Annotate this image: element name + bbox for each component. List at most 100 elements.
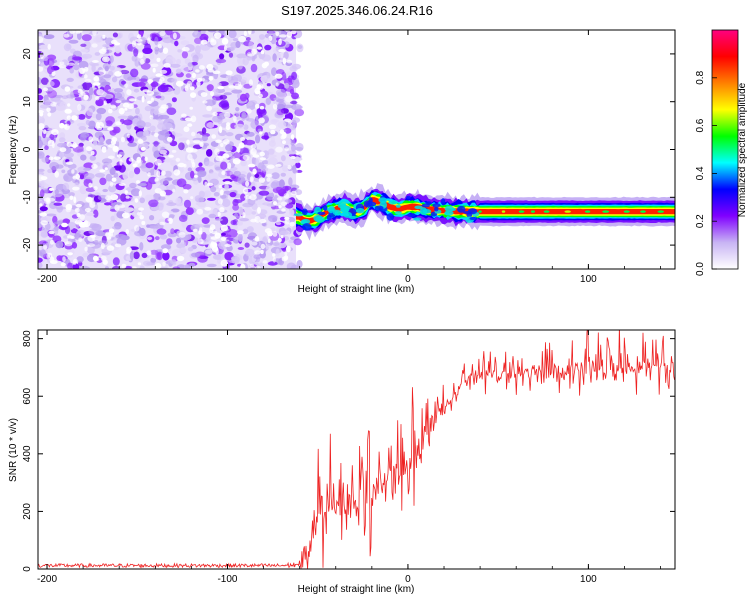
noise-gap — [275, 146, 283, 153]
noise-gap — [259, 151, 266, 157]
noise-speckle — [210, 186, 217, 193]
noise-gap — [137, 52, 144, 59]
noise-gap — [280, 201, 288, 207]
noise-gap — [283, 193, 290, 199]
noise-speckle — [267, 261, 278, 266]
noise-speckle — [156, 228, 167, 235]
noise-speckle — [97, 194, 108, 201]
noise-speckle — [112, 128, 119, 134]
noise-gap — [159, 76, 165, 82]
noise-speckle — [163, 158, 173, 163]
noise-speckle — [212, 97, 217, 105]
noise-speckle — [142, 47, 153, 54]
noise-speckle — [68, 39, 79, 44]
noise-speckle — [290, 264, 299, 269]
noise-speckle — [81, 30, 91, 35]
noise-speckle — [153, 193, 161, 201]
noise-speckle — [244, 242, 250, 248]
spectrogram-x-axis: -200 -100 0 100 — [37, 30, 661, 285]
noise-speckle — [149, 215, 155, 221]
noise-speckle — [88, 120, 96, 128]
noise-gap — [39, 111, 44, 117]
noise-speckle — [208, 213, 217, 219]
noise-gap — [153, 132, 159, 138]
track-blotch — [317, 211, 326, 215]
noise-speckle — [198, 162, 203, 167]
colorbar-label: Normalized spectral amplitude — [737, 82, 748, 217]
track-blotch — [315, 216, 325, 223]
noise-gap — [109, 182, 114, 187]
noise-speckle — [132, 138, 138, 142]
noise-gap — [87, 235, 95, 242]
noise-speckle — [190, 170, 195, 179]
noise-gap — [119, 159, 123, 166]
noise-gap — [286, 59, 293, 64]
noise-speckle — [80, 154, 87, 161]
noise-speckle — [127, 142, 137, 147]
noise-gap — [278, 38, 282, 46]
noise-speckle — [138, 113, 143, 122]
noise-gap — [53, 156, 61, 160]
noise-gap — [199, 77, 206, 82]
noise-gap — [275, 163, 282, 167]
noise-speckle — [180, 65, 190, 73]
noise-speckle — [286, 150, 297, 155]
noise-gap — [136, 180, 140, 184]
noise-gap — [217, 86, 224, 90]
noise-speckle — [162, 37, 174, 44]
noise-speckle — [59, 101, 67, 111]
noise-gap — [111, 39, 118, 45]
noise-speckle — [180, 241, 186, 248]
y-tick-label: 800 — [22, 330, 33, 347]
noise-speckle — [291, 63, 302, 70]
noise-speckle — [228, 30, 237, 39]
noise-speckle — [104, 202, 112, 206]
noise-speckle — [258, 190, 270, 196]
noise-speckle — [114, 45, 121, 54]
noise-speckle — [160, 244, 172, 250]
noise-speckle — [117, 115, 129, 120]
noise-speckle — [61, 169, 66, 174]
noise-gap — [138, 190, 142, 197]
noise-gap — [43, 129, 47, 134]
noise-speckle — [178, 137, 189, 141]
noise-speckle — [157, 251, 163, 261]
noise-speckle — [149, 53, 155, 60]
noise-speckle — [237, 176, 246, 184]
noise-speckle — [104, 65, 109, 72]
noise-gap — [278, 34, 287, 38]
noise-gap — [65, 206, 72, 213]
track-blotch — [396, 204, 401, 208]
noise-speckle — [136, 96, 146, 101]
noise-gap — [251, 48, 257, 55]
y-tick-label: 200 — [22, 503, 33, 520]
noise-gap — [47, 139, 55, 147]
noise-speckle — [133, 251, 140, 260]
noise-gap — [284, 252, 288, 256]
noise-speckle — [239, 93, 248, 102]
x-tick-label: 0 — [405, 274, 411, 285]
noise-speckle — [85, 212, 95, 217]
noise-gap — [66, 141, 73, 148]
noise-gap — [71, 115, 78, 121]
noise-gap — [277, 237, 282, 243]
noise-speckle — [162, 122, 173, 130]
noise-speckle — [221, 198, 231, 208]
noise-speckle — [69, 67, 74, 74]
noise-gap — [284, 147, 289, 152]
noise-speckle — [166, 202, 177, 207]
noise-gap — [63, 33, 70, 38]
noise-speckle — [283, 127, 292, 134]
noise-speckle — [221, 232, 226, 236]
noise-speckle — [200, 30, 207, 35]
noise-gap — [43, 244, 48, 250]
noise-speckle — [72, 263, 80, 269]
snr-x-label: Height of straight line (km) — [298, 584, 415, 595]
noise-speckle — [266, 83, 271, 87]
noise-gap — [111, 177, 117, 182]
noise-speckle — [165, 56, 176, 65]
noise-gap — [109, 104, 117, 109]
noise-speckle — [261, 135, 270, 140]
noise-speckle — [63, 173, 74, 182]
noise-gap — [77, 88, 83, 94]
